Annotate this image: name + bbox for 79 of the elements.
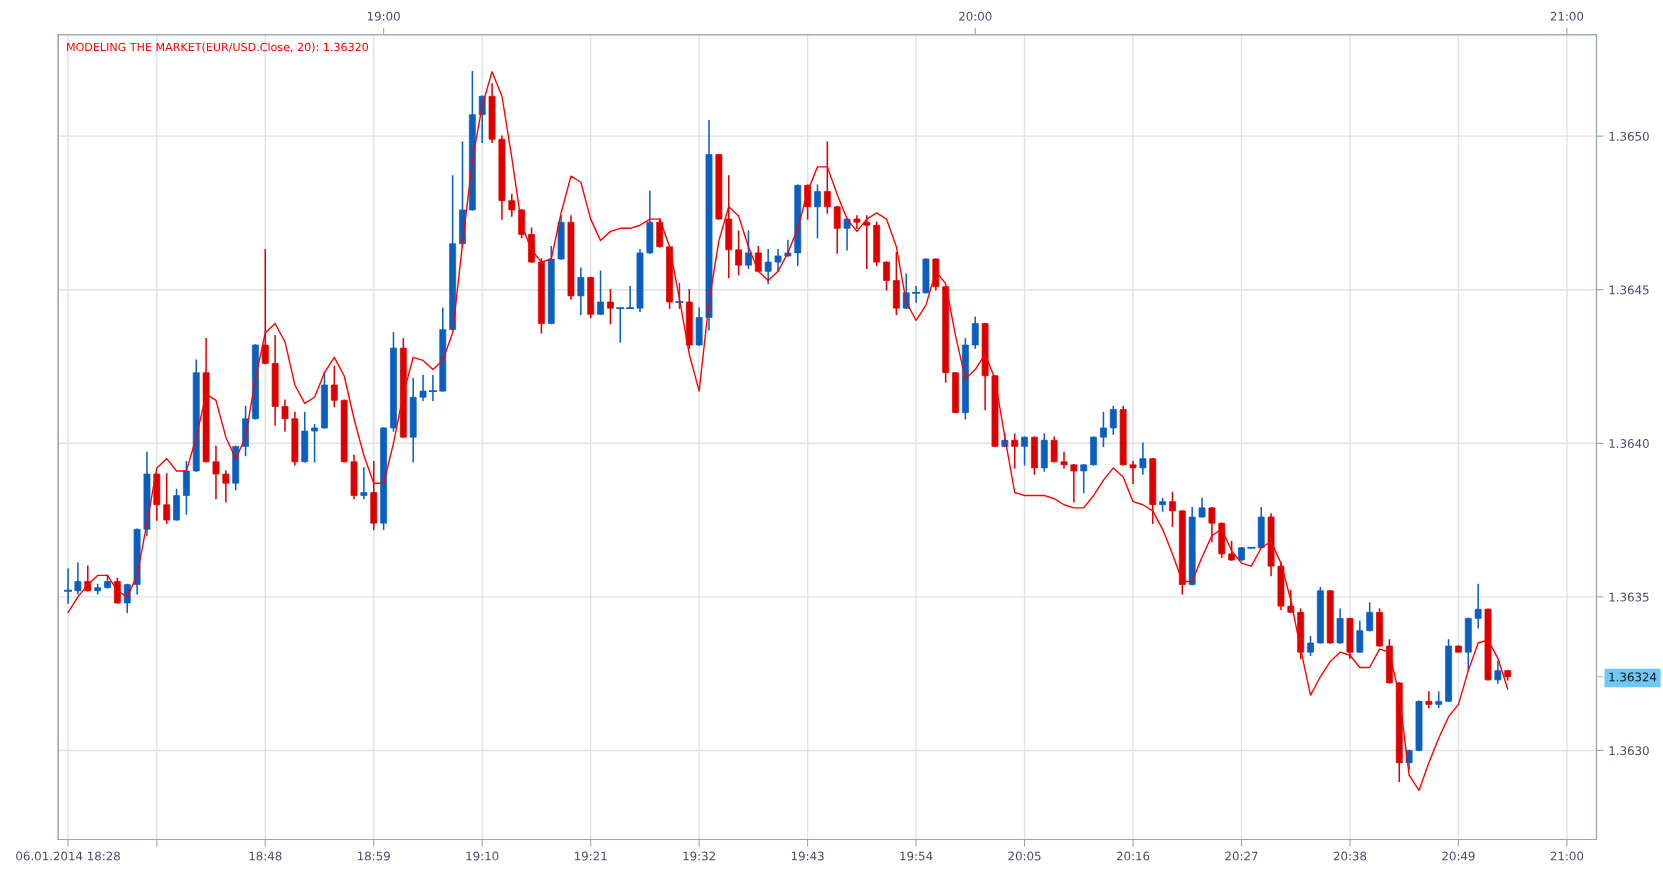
candlestick <box>616 307 625 343</box>
candlestick <box>261 249 269 365</box>
x-tick-label: 20:16 <box>1116 851 1150 861</box>
candlestick <box>1307 636 1314 657</box>
candlestick <box>754 245 762 273</box>
candlestick <box>222 470 230 503</box>
candlestick <box>1129 460 1137 485</box>
candlestick <box>823 141 831 214</box>
x2-tick-label: 21:00 <box>1550 11 1584 21</box>
x-tick-label: 20:27 <box>1225 851 1258 861</box>
candlestick <box>1139 442 1147 475</box>
x-tick-label: 20:49 <box>1442 851 1475 861</box>
x2-tick-label: 19:00 <box>367 11 400 21</box>
x-tick-label: 19:54 <box>900 851 933 861</box>
candlestick <box>597 270 604 316</box>
y-tick-label: 1.3630 <box>1609 746 1649 756</box>
candlestick <box>281 399 289 432</box>
candlestick <box>74 562 82 595</box>
candlestick <box>853 215 861 230</box>
candlestick <box>1011 433 1019 469</box>
candlestick <box>419 374 427 402</box>
candlestick <box>1208 507 1216 543</box>
x-tick-label: 19:21 <box>574 851 607 861</box>
candlestick <box>1070 464 1078 503</box>
candlestick <box>428 374 437 402</box>
candlestick <box>675 282 684 309</box>
candlestick <box>607 288 614 325</box>
candlestick <box>1474 583 1482 629</box>
x-tick-label: 06.01.2014 18:28 <box>16 851 120 861</box>
candlestick <box>626 285 635 310</box>
candlestick <box>113 577 121 604</box>
candlestick <box>1366 602 1374 632</box>
candlestick <box>774 249 782 273</box>
candlestick <box>64 568 73 604</box>
candlestick <box>843 218 851 251</box>
x-tick-label: 20:05 <box>1008 851 1041 861</box>
y-tick-label: 1.36324 <box>1609 672 1657 682</box>
candlestick <box>735 230 742 276</box>
candlestick <box>1109 405 1117 435</box>
candlestick <box>508 193 516 217</box>
candlestick <box>1228 540 1236 561</box>
candlestick <box>1356 620 1364 653</box>
y-tick-label: 1.3640 <box>1609 439 1649 448</box>
candlestick <box>764 249 772 285</box>
candlestick <box>814 184 821 239</box>
x-tick-label: 21:00 <box>1550 851 1584 861</box>
candlestick <box>1169 491 1176 528</box>
candlestick <box>883 261 890 291</box>
x-tick-label: 18:48 <box>249 851 282 861</box>
candlestick <box>971 316 979 349</box>
x-tick-label: 19:32 <box>683 851 715 861</box>
candlestick <box>1021 436 1028 466</box>
x2-tick-label: 20:00 <box>959 11 992 21</box>
candlestick <box>863 215 871 270</box>
candlestick <box>1050 436 1058 463</box>
candlestick <box>330 365 338 408</box>
candlestick <box>1425 691 1433 709</box>
x-tick-label: 20:38 <box>1333 851 1367 861</box>
candlestick <box>1060 451 1068 469</box>
candlestick <box>1080 464 1088 494</box>
text: MODELING THE MARKET(EUR/USD.Close, 20): 1.36320 <box>67 42 369 53</box>
candlestick <box>163 473 171 524</box>
x-tick-label: 18:59 <box>358 851 390 861</box>
x-tick-label: 19:43 <box>791 851 824 861</box>
candlestick <box>745 230 752 270</box>
y-tick-label: 1.3635 <box>1609 592 1649 602</box>
x-tick-label: 19:10 <box>466 851 499 861</box>
candlestick <box>1494 660 1502 684</box>
candlestick <box>1100 411 1107 448</box>
candlestick <box>912 285 921 303</box>
candlestick <box>1198 497 1206 518</box>
candlestick <box>212 445 220 500</box>
line-series <box>67 70 1509 792</box>
candlestick <box>577 267 585 316</box>
candlestick <box>311 424 318 463</box>
y-tick-label: 1.3645 <box>1609 285 1649 295</box>
y-tick-label: 1.3650 <box>1609 131 1649 141</box>
candlestick <box>360 467 368 500</box>
candlestick <box>833 206 841 254</box>
